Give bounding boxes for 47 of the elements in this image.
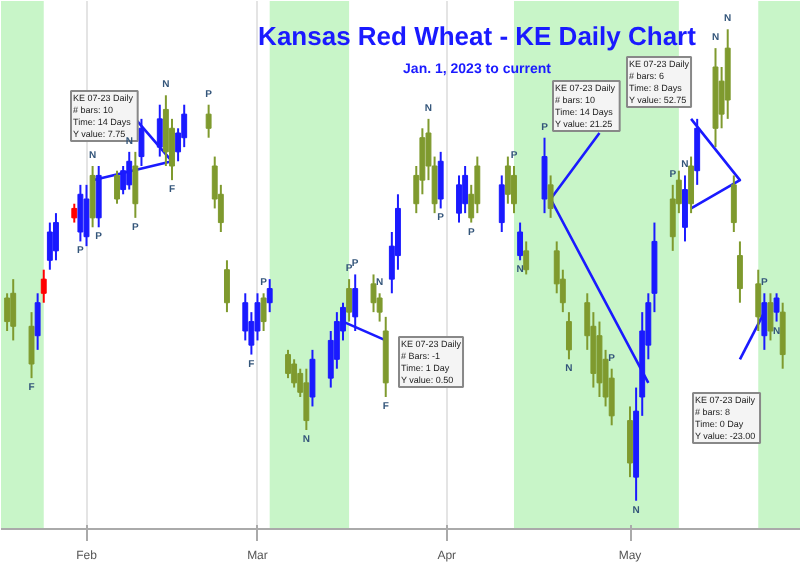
- candlestick: [755, 268, 762, 332]
- candlestick: [266, 278, 273, 314]
- candlestick: [40, 268, 47, 304]
- candlestick: [498, 174, 505, 233]
- candlestick: [10, 278, 17, 342]
- candlestick: [205, 103, 212, 139]
- candlestick: [28, 311, 35, 380]
- candlestick: [730, 174, 737, 233]
- candlestick: [767, 292, 774, 342]
- candlestick: [370, 273, 377, 314]
- candlestick: [504, 155, 511, 205]
- candlestick: [77, 183, 84, 243]
- chart-title: Kansas Red Wheat - KE Daily Chart: [258, 21, 698, 51]
- candlestick: [53, 212, 59, 262]
- candlestick: [627, 405, 633, 479]
- candlestick: [89, 165, 96, 229]
- candlestick: [260, 292, 267, 332]
- candlestick: [523, 240, 530, 276]
- candlestick: [346, 278, 353, 323]
- candlestick: [541, 136, 548, 215]
- candlestick: [126, 150, 133, 191]
- candlestick: [71, 202, 78, 224]
- candlestick: [547, 174, 554, 219]
- candlestick: [511, 165, 517, 215]
- candlestick: [456, 174, 462, 224]
- candlestick: [4, 292, 11, 332]
- candlestick: [303, 367, 310, 431]
- candlestick: [736, 240, 743, 304]
- candlestick: [773, 292, 780, 323]
- candlestick: [682, 174, 688, 243]
- candlestick: [688, 155, 695, 215]
- candlestick: [83, 183, 90, 248]
- candlestick: [474, 155, 481, 215]
- candlestick: [779, 301, 786, 370]
- candlestick: [224, 259, 230, 314]
- candlestick: [437, 150, 444, 210]
- candlestick: [285, 348, 291, 380]
- candlestick: [462, 165, 469, 215]
- candlestick: [596, 320, 603, 398]
- candlestick: [132, 150, 139, 219]
- candlestick: [566, 311, 572, 361]
- candlestick: [34, 292, 41, 351]
- candlestick: [517, 221, 524, 262]
- candlestick: [291, 358, 298, 389]
- candlestick: [309, 348, 316, 408]
- candlestick: [46, 221, 53, 271]
- candlestick: [114, 169, 120, 205]
